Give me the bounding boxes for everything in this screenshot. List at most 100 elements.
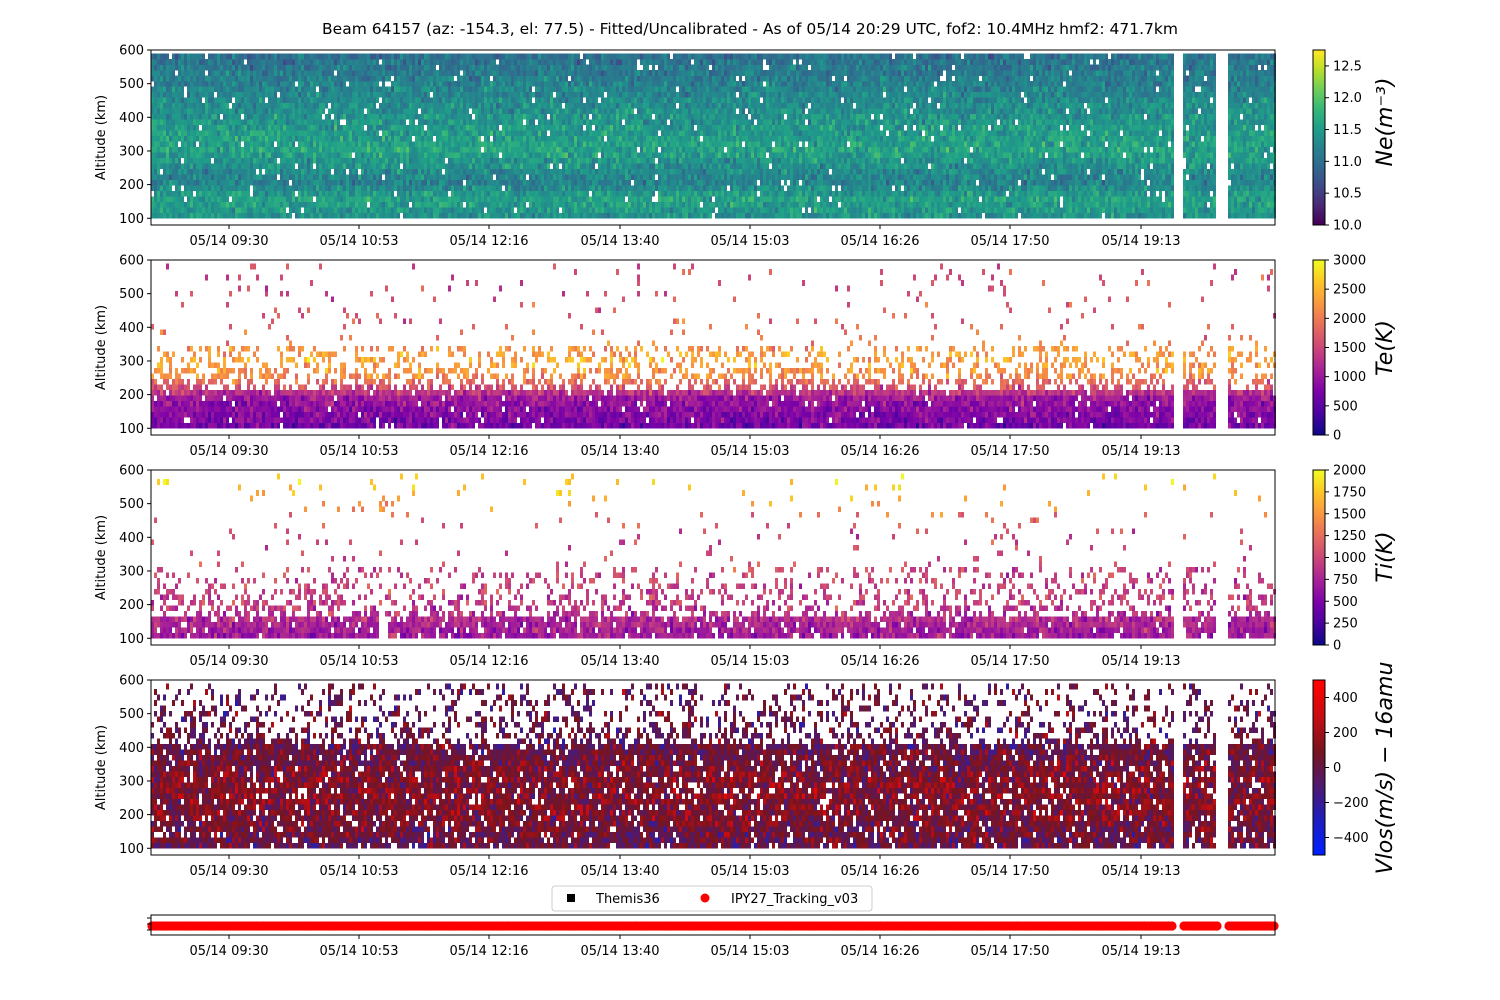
heatmap-cell — [292, 102, 295, 109]
heatmap-cell — [631, 146, 634, 153]
heatmap-cell — [409, 196, 412, 203]
heatmap-cell — [613, 108, 616, 115]
heatmap-cell — [541, 86, 544, 93]
heatmap-cell — [439, 152, 442, 159]
heatmap-cell — [442, 75, 445, 82]
heatmap-cell — [580, 185, 583, 192]
heatmap-cell — [226, 80, 229, 87]
heatmap-cell — [262, 108, 265, 115]
heatmap-cell — [292, 130, 295, 137]
heatmap-cell — [172, 201, 175, 208]
heatmap-cell — [451, 174, 454, 181]
heatmap-cell — [556, 58, 559, 65]
heatmap-cell — [361, 168, 364, 175]
heatmap-cell — [637, 212, 640, 219]
heatmap-cell — [529, 157, 532, 164]
heatmap-cell — [517, 168, 520, 175]
heatmap-cell — [640, 168, 643, 175]
heatmap-cell — [508, 163, 511, 170]
heatmap-cell — [496, 207, 499, 214]
heatmap-cell — [319, 141, 322, 148]
heatmap-cell — [532, 174, 535, 181]
heatmap-cell — [481, 141, 484, 148]
heatmap-cell — [526, 86, 529, 93]
heatmap-cell — [352, 108, 355, 115]
heatmap-cell — [421, 97, 424, 104]
heatmap-cell — [217, 168, 220, 175]
heatmap-cell — [259, 212, 262, 219]
heatmap-cell — [643, 201, 646, 208]
heatmap-cell — [403, 86, 406, 93]
heatmap-cell — [541, 152, 544, 159]
heatmap-cell — [451, 64, 454, 71]
heatmap-cell — [436, 86, 439, 93]
heatmap-cell — [610, 64, 613, 71]
heatmap-cell — [406, 190, 409, 197]
heatmap-cell — [418, 157, 421, 164]
heatmap-cell — [214, 53, 217, 60]
heatmap-cell — [292, 53, 295, 60]
heatmap-cell — [166, 102, 169, 109]
heatmap-cell — [184, 174, 187, 181]
heatmap-cell — [583, 179, 586, 186]
heatmap-cell — [613, 124, 616, 131]
heatmap-cell — [400, 80, 403, 87]
heatmap-cell — [448, 201, 451, 208]
heatmap-cell — [454, 113, 457, 120]
heatmap-cell — [346, 91, 349, 98]
heatmap-cell — [283, 196, 286, 203]
heatmap-cell — [388, 119, 391, 126]
heatmap-cell — [439, 212, 442, 219]
heatmap-cell — [487, 97, 490, 104]
heatmap-cell — [430, 185, 433, 192]
heatmap-cell — [586, 157, 589, 164]
heatmap-cell — [268, 212, 271, 219]
heatmap-cell — [196, 146, 199, 153]
heatmap-cell — [217, 53, 220, 60]
heatmap-cell — [610, 185, 613, 192]
heatmap-cell — [295, 102, 298, 109]
heatmap-cell — [490, 80, 493, 87]
heatmap-cell — [196, 75, 199, 82]
heatmap-cell — [583, 64, 586, 71]
heatmap-cell — [565, 190, 568, 197]
heatmap-cell — [163, 196, 166, 203]
heatmap-cell — [601, 168, 604, 175]
heatmap-cell — [610, 190, 613, 197]
heatmap-cell — [358, 212, 361, 219]
heatmap-cell — [640, 97, 643, 104]
heatmap-cell — [304, 64, 307, 71]
heatmap-cell — [457, 53, 460, 60]
heatmap-cell — [553, 146, 556, 153]
heatmap-cell — [196, 91, 199, 98]
heatmap-cell — [295, 179, 298, 186]
heatmap-cell — [343, 69, 346, 76]
heatmap-cell — [469, 135, 472, 142]
heatmap-cell — [304, 185, 307, 192]
heatmap-cell — [226, 119, 229, 126]
heatmap-cell — [553, 212, 556, 219]
heatmap-cell — [607, 174, 610, 181]
heatmap-cell — [427, 130, 430, 137]
heatmap-cell — [643, 124, 646, 131]
heatmap-cell — [643, 141, 646, 148]
heatmap-cell — [625, 201, 628, 208]
heatmap-cell — [481, 207, 484, 214]
heatmap-cell — [421, 102, 424, 109]
heatmap-cell — [310, 97, 313, 104]
heatmap-cell — [511, 69, 514, 76]
heatmap-cell — [229, 58, 232, 65]
heatmap-cell — [382, 64, 385, 71]
heatmap-cell — [595, 185, 598, 192]
heatmap-cell — [457, 64, 460, 71]
heatmap-cell — [274, 53, 277, 60]
heatmap-cell — [220, 179, 223, 186]
heatmap-cell — [271, 97, 274, 104]
heatmap-cell — [559, 196, 562, 203]
heatmap-cell — [553, 201, 556, 208]
heatmap-cell — [601, 152, 604, 159]
heatmap-cell — [649, 113, 652, 120]
heatmap-cell — [541, 135, 544, 142]
heatmap-cell — [643, 168, 646, 175]
heatmap-cell — [370, 163, 373, 170]
